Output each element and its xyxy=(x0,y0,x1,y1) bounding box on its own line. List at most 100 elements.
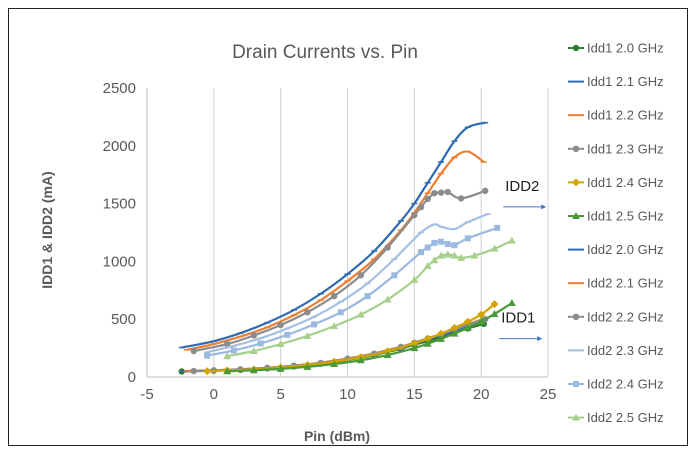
data-point xyxy=(250,332,258,339)
data-point xyxy=(431,189,438,197)
legend-marker xyxy=(572,44,580,52)
x-tick-label: 15 xyxy=(406,386,423,403)
series-idd2-2-0-ghz xyxy=(178,121,489,349)
data-point xyxy=(223,367,232,375)
data-point xyxy=(357,272,365,279)
data-point xyxy=(437,334,446,342)
data-point xyxy=(450,329,459,337)
legend: Idd1 2.0 GHz Idd1 2.1 GHz Idd1 2.2 GHz Idd1… xyxy=(568,41,664,425)
data-point xyxy=(204,352,211,359)
data-point xyxy=(230,347,237,354)
legend-label: Idd2 2.1 GHz xyxy=(587,276,664,291)
data-point xyxy=(224,340,231,348)
data-point xyxy=(383,351,392,359)
y-tick-label: 1000 xyxy=(103,253,136,270)
legend-label: Idd1 2.1 GHz xyxy=(587,74,664,89)
annotation-label: IDD1 xyxy=(501,310,535,327)
data-point xyxy=(364,293,371,300)
data-point xyxy=(277,321,284,329)
data-point xyxy=(477,317,486,325)
data-point xyxy=(444,241,451,248)
annotation-arrowhead xyxy=(537,336,543,342)
data-point xyxy=(417,203,425,211)
data-point xyxy=(330,360,339,368)
series-line xyxy=(186,150,485,351)
data-point xyxy=(284,331,291,338)
series-line xyxy=(227,302,513,373)
data-point xyxy=(190,367,197,375)
series-idd2-2-1-ghz xyxy=(184,150,487,351)
data-point xyxy=(391,272,398,279)
data-point xyxy=(457,253,466,261)
data-point xyxy=(477,310,486,319)
data-point xyxy=(490,244,499,252)
legend-entry: Idd1 2.4 GHz xyxy=(568,175,664,190)
data-point xyxy=(490,300,499,309)
data-point xyxy=(457,195,465,202)
legend-entry: Idd2 2.5 GHz xyxy=(568,410,664,425)
data-point xyxy=(303,362,312,370)
data-point xyxy=(431,239,438,246)
legend-marker xyxy=(573,381,579,387)
chart-frame xyxy=(8,8,688,446)
data-point xyxy=(337,309,344,316)
series-idd2-2-5-ghz xyxy=(223,236,516,360)
legend-marker xyxy=(572,413,580,421)
data-point xyxy=(311,321,318,328)
legend-marker xyxy=(572,313,580,320)
data-point xyxy=(494,224,501,231)
legend-label: Idd1 2.4 GHz xyxy=(587,175,664,190)
data-point xyxy=(423,262,432,270)
data-point xyxy=(410,339,419,348)
data-point xyxy=(257,340,264,347)
legend-label: Idd1 2.5 GHz xyxy=(587,209,664,224)
y-tick-label: 500 xyxy=(111,311,136,328)
legend-label: Idd2 2.4 GHz xyxy=(587,377,664,392)
x-tick-label: 5 xyxy=(276,386,284,403)
data-point xyxy=(438,238,445,245)
data-point xyxy=(249,346,258,354)
y-tick-label: 0 xyxy=(128,369,136,386)
annotation-label: IDD2 xyxy=(505,178,539,195)
data-point xyxy=(481,187,489,195)
data-point xyxy=(507,236,516,244)
legend-entry: Idd1 2.3 GHz xyxy=(568,141,664,156)
x-tick-label: -5 xyxy=(140,386,153,403)
series-line xyxy=(181,121,486,349)
legend-entry: Idd1 2.1 GHz xyxy=(568,74,664,89)
legend-label: Idd1 2.3 GHz xyxy=(587,141,664,156)
chart-title: Drain Currents vs. Pin xyxy=(232,42,418,63)
data-point xyxy=(423,339,432,347)
legend-entry: Idd1 2.2 GHz xyxy=(568,108,664,123)
data-point xyxy=(418,249,425,256)
data-point xyxy=(190,347,197,355)
data-point xyxy=(437,329,446,338)
legend-entry: Idd2 2.2 GHz xyxy=(568,309,664,324)
series-group xyxy=(178,121,516,376)
data-point xyxy=(424,195,431,203)
legend-marker xyxy=(572,178,580,187)
legend-label: Idd2 2.0 GHz xyxy=(587,242,664,257)
data-point xyxy=(203,367,212,376)
annotations: IDD2 IDD1 xyxy=(499,178,547,342)
data-point xyxy=(430,256,439,264)
data-point xyxy=(276,364,285,372)
data-point xyxy=(303,331,312,339)
legend-entry: Idd1 2.5 GHz xyxy=(568,209,664,224)
legend-label: Idd2 2.3 GHz xyxy=(587,343,664,358)
data-point xyxy=(490,309,499,317)
data-point xyxy=(470,251,479,259)
data-point xyxy=(356,356,365,364)
data-point xyxy=(464,235,471,242)
legend-marker xyxy=(572,145,580,152)
y-tick-label: 1500 xyxy=(103,196,136,213)
legend-marker xyxy=(572,212,580,219)
data-point xyxy=(356,310,365,318)
data-point xyxy=(411,211,418,219)
data-point xyxy=(330,322,339,330)
data-point xyxy=(304,309,311,316)
data-point xyxy=(444,188,451,196)
data-point xyxy=(423,334,432,343)
